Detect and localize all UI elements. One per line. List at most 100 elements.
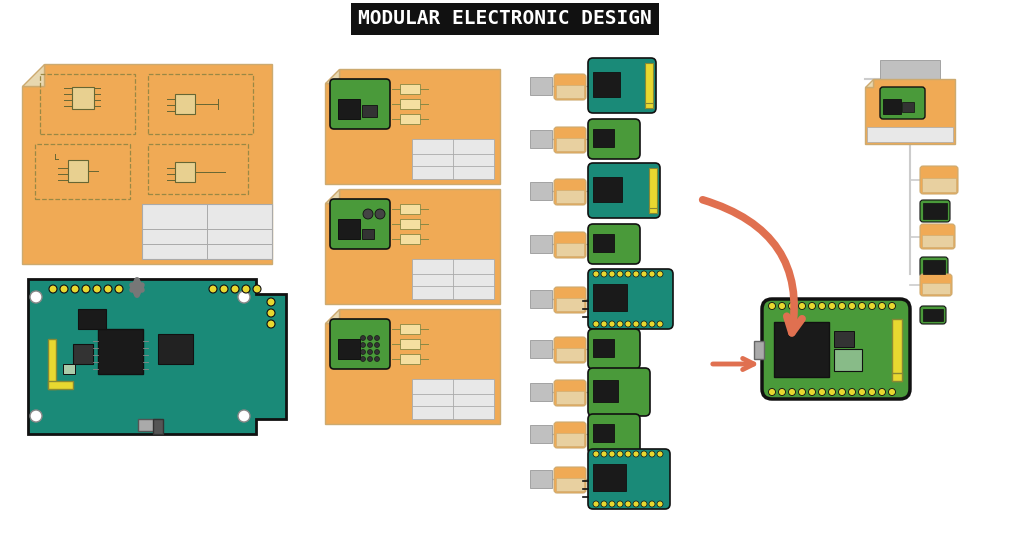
FancyBboxPatch shape (530, 235, 552, 253)
Circle shape (253, 285, 261, 293)
FancyBboxPatch shape (142, 204, 272, 259)
Polygon shape (22, 64, 44, 86)
Circle shape (593, 271, 599, 277)
FancyBboxPatch shape (588, 58, 656, 113)
FancyBboxPatch shape (78, 309, 106, 329)
Circle shape (104, 285, 112, 293)
Polygon shape (28, 279, 286, 434)
Circle shape (242, 285, 250, 293)
Circle shape (238, 410, 250, 422)
FancyBboxPatch shape (920, 306, 946, 324)
Circle shape (609, 451, 615, 457)
FancyBboxPatch shape (73, 344, 93, 364)
FancyBboxPatch shape (400, 354, 420, 364)
FancyArrowPatch shape (702, 200, 802, 333)
FancyBboxPatch shape (923, 203, 947, 219)
Circle shape (799, 388, 806, 396)
FancyBboxPatch shape (556, 138, 584, 151)
FancyBboxPatch shape (338, 219, 360, 239)
FancyBboxPatch shape (338, 99, 360, 119)
Circle shape (625, 321, 631, 327)
Polygon shape (325, 189, 500, 304)
Circle shape (375, 357, 380, 362)
Circle shape (879, 302, 886, 310)
FancyBboxPatch shape (138, 419, 160, 431)
Circle shape (609, 501, 615, 507)
Circle shape (633, 321, 639, 327)
FancyBboxPatch shape (588, 414, 640, 454)
FancyBboxPatch shape (400, 339, 420, 349)
Circle shape (375, 336, 380, 341)
Circle shape (231, 285, 239, 293)
Circle shape (868, 388, 876, 396)
Circle shape (858, 302, 865, 310)
FancyBboxPatch shape (920, 224, 955, 249)
FancyBboxPatch shape (48, 381, 73, 389)
Circle shape (617, 451, 623, 457)
Circle shape (788, 302, 796, 310)
FancyBboxPatch shape (554, 74, 586, 100)
Circle shape (60, 285, 68, 293)
FancyBboxPatch shape (593, 464, 626, 491)
Polygon shape (325, 189, 339, 203)
FancyBboxPatch shape (588, 329, 640, 369)
FancyBboxPatch shape (175, 162, 195, 182)
FancyBboxPatch shape (554, 467, 586, 493)
FancyBboxPatch shape (554, 127, 586, 153)
FancyBboxPatch shape (556, 298, 584, 311)
FancyBboxPatch shape (593, 424, 613, 442)
FancyBboxPatch shape (920, 200, 950, 222)
Circle shape (71, 285, 79, 293)
Circle shape (375, 342, 380, 347)
Circle shape (601, 451, 607, 457)
Circle shape (360, 357, 366, 362)
FancyBboxPatch shape (645, 63, 653, 108)
Circle shape (768, 302, 775, 310)
FancyBboxPatch shape (923, 260, 945, 274)
Circle shape (375, 209, 385, 219)
Circle shape (641, 321, 647, 327)
FancyBboxPatch shape (880, 87, 925, 119)
Circle shape (368, 350, 373, 355)
FancyBboxPatch shape (554, 337, 586, 363)
FancyBboxPatch shape (530, 340, 552, 358)
Circle shape (633, 271, 639, 277)
Circle shape (849, 302, 855, 310)
FancyBboxPatch shape (920, 166, 958, 194)
Circle shape (267, 309, 275, 317)
FancyBboxPatch shape (922, 178, 956, 192)
Circle shape (368, 342, 373, 347)
FancyBboxPatch shape (922, 283, 950, 294)
FancyBboxPatch shape (330, 319, 390, 369)
Circle shape (115, 285, 123, 293)
Circle shape (657, 501, 663, 507)
Circle shape (220, 285, 228, 293)
Text: MODULAR ELECTRONIC DESIGN: MODULAR ELECTRONIC DESIGN (358, 9, 652, 28)
FancyBboxPatch shape (588, 163, 660, 218)
Circle shape (809, 302, 815, 310)
Circle shape (360, 342, 366, 347)
FancyBboxPatch shape (588, 224, 640, 264)
Circle shape (657, 271, 663, 277)
Circle shape (879, 388, 886, 396)
FancyBboxPatch shape (834, 331, 854, 347)
Circle shape (360, 350, 366, 355)
FancyBboxPatch shape (400, 219, 420, 229)
Circle shape (809, 388, 815, 396)
FancyBboxPatch shape (556, 190, 584, 203)
FancyBboxPatch shape (834, 349, 862, 371)
Circle shape (818, 388, 825, 396)
FancyBboxPatch shape (556, 85, 584, 98)
FancyBboxPatch shape (593, 284, 627, 311)
Circle shape (601, 271, 607, 277)
FancyBboxPatch shape (362, 229, 374, 239)
FancyBboxPatch shape (920, 257, 948, 277)
FancyBboxPatch shape (400, 99, 420, 109)
Polygon shape (325, 69, 500, 184)
Circle shape (868, 302, 876, 310)
FancyBboxPatch shape (338, 339, 360, 359)
FancyBboxPatch shape (530, 182, 552, 200)
FancyBboxPatch shape (593, 380, 617, 402)
FancyBboxPatch shape (762, 299, 910, 399)
FancyBboxPatch shape (867, 127, 953, 142)
